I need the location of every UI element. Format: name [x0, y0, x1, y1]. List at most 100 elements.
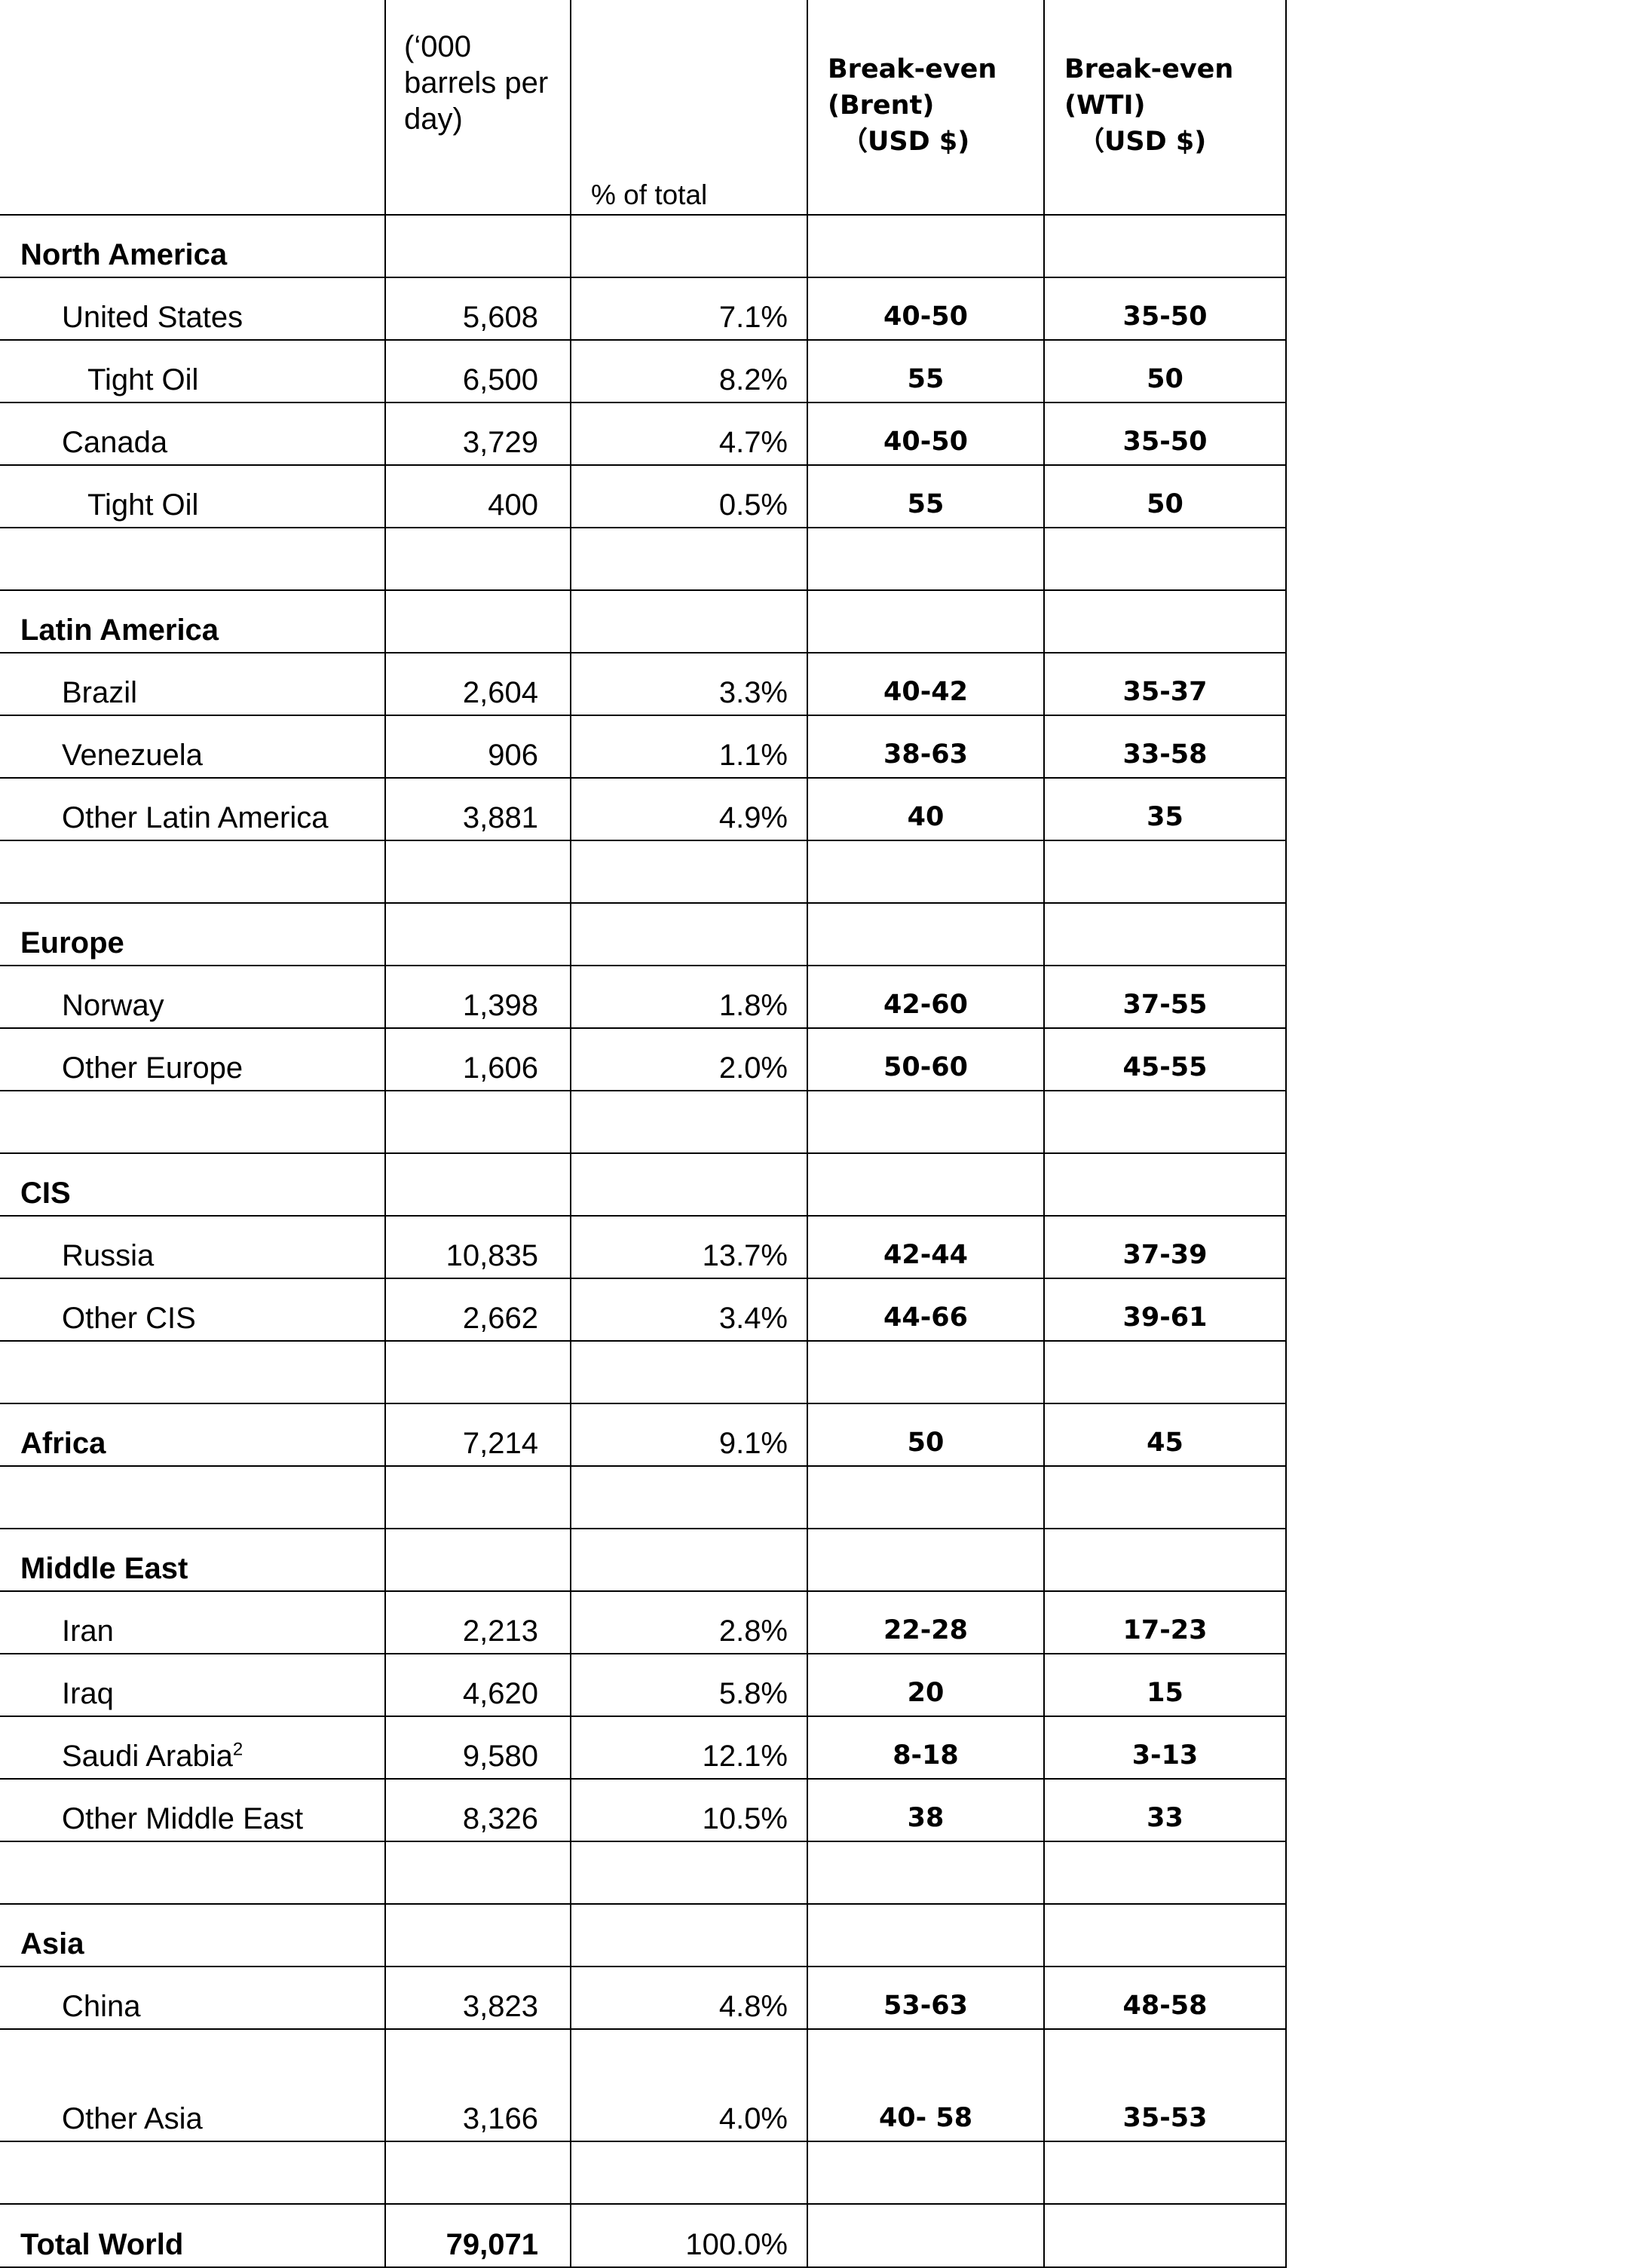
breakeven-wti-cell: 45-55 — [1043, 1027, 1287, 1091]
region-row: Latin America — [0, 589, 1287, 653]
barrels-per-day-cell — [384, 902, 571, 966]
row-name: Total World — [20, 2228, 184, 2261]
table-row: Other Europe 1,606 2.0% 50-60 45-55 — [0, 1027, 1287, 1091]
breakeven-brent-cell — [807, 902, 1045, 966]
breakeven-brent-cell — [807, 1903, 1045, 1967]
breakeven-brent-cell — [807, 1152, 1045, 1217]
breakeven-brent-cell — [807, 1841, 1045, 1905]
barrels-per-day-cell: 4,620 — [384, 1653, 571, 1717]
row-name-cell: Norway — [0, 965, 386, 1029]
row-name: Other CIS — [62, 1302, 196, 1335]
region-row: Total World 79,071 100.0% — [0, 2203, 1287, 2268]
row-name: Tight Oil — [87, 488, 199, 522]
pct-of-total-cell — [570, 527, 808, 591]
breakeven-wti-cell: 35-53 — [1043, 2028, 1287, 2142]
table-row: China 3,823 4.8% 53-63 48-58 — [0, 1966, 1287, 2030]
pct-of-total-cell — [570, 1841, 808, 1905]
pct-of-total-cell: 10.5% — [570, 1778, 808, 1842]
row-name-cell — [0, 1090, 386, 1154]
barrels-per-day-cell — [384, 1465, 571, 1529]
row-name-cell: Canada — [0, 402, 386, 466]
breakeven-wti-cell: 35-37 — [1043, 652, 1287, 716]
table-row: Canada 3,729 4.7% 40-50 35-50 — [0, 402, 1287, 466]
breakeven-brent-cell: 42-60 — [807, 965, 1045, 1029]
table-row: Tight Oil 400 0.5% 55 50 — [0, 464, 1287, 528]
barrels-per-day-cell — [384, 1528, 571, 1592]
pct-of-total-cell: 1.8% — [570, 965, 808, 1029]
pct-of-total-cell: 3.4% — [570, 1278, 808, 1342]
row-name-cell: Russia — [0, 1215, 386, 1279]
row-name: United States — [62, 301, 243, 334]
breakeven-brent-cell: 50 — [807, 1403, 1045, 1467]
row-name-cell: Other Asia — [0, 2028, 386, 2142]
row-name: Iran — [62, 1615, 114, 1648]
breakeven-wti-cell: 35 — [1043, 777, 1287, 841]
pct-of-total-cell: 5.8% — [570, 1653, 808, 1717]
breakeven-wti-cell — [1043, 2203, 1287, 2268]
breakeven-brent-cell: 38-63 — [807, 715, 1045, 779]
breakeven-brent-cell: 40-50 — [807, 277, 1045, 341]
breakeven-brent-cell: 55 — [807, 339, 1045, 403]
blank-row — [0, 1090, 1287, 1154]
row-name: China — [62, 1990, 141, 2023]
pct-of-total-cell: 2.0% — [570, 1027, 808, 1091]
pct-of-total-cell: 0.5% — [570, 464, 808, 528]
row-name-cell: Saudi Arabia2 — [0, 1716, 386, 1780]
header-empty-cell — [0, 0, 386, 216]
row-name-cell — [0, 1841, 386, 1905]
breakeven-brent-cell: 8-18 — [807, 1716, 1045, 1780]
header-pct-total: % of total — [570, 0, 808, 216]
row-name-cell: Other CIS — [0, 1278, 386, 1342]
pct-of-total-cell — [570, 589, 808, 653]
row-name-cell: Middle East — [0, 1528, 386, 1592]
table-row: Russia 10,835 13.7% 42-44 37-39 — [0, 1215, 1287, 1279]
row-name-cell: Latin America — [0, 589, 386, 653]
pct-of-total-cell — [570, 1903, 808, 1967]
breakeven-brent-cell: 40-42 — [807, 652, 1045, 716]
breakeven-wti-cell: 35-50 — [1043, 402, 1287, 466]
breakeven-wti-cell — [1043, 214, 1287, 278]
pct-of-total-cell: 3.3% — [570, 652, 808, 716]
barrels-per-day-cell: 3,881 — [384, 777, 571, 841]
blank-row — [0, 2141, 1287, 2205]
pct-of-total-cell — [570, 1528, 808, 1592]
barrels-per-day-cell: 906 — [384, 715, 571, 779]
barrels-per-day-cell — [384, 214, 571, 278]
breakeven-brent-cell: 50-60 — [807, 1027, 1045, 1091]
barrels-per-day-cell: 6,500 — [384, 339, 571, 403]
breakeven-brent-cell — [807, 527, 1045, 591]
pct-of-total-cell — [570, 1152, 808, 1217]
row-name: Canada — [62, 426, 168, 459]
pct-of-total-cell — [570, 902, 808, 966]
breakeven-wti-cell — [1043, 1340, 1287, 1404]
row-name: Latin America — [20, 614, 219, 647]
header-wti-line3: （USD $) — [1078, 127, 1207, 157]
breakeven-wti-cell — [1043, 1841, 1287, 1905]
breakeven-wti-cell — [1043, 589, 1287, 653]
breakeven-wti-cell: 3-13 — [1043, 1716, 1287, 1780]
row-name: Other Middle East — [62, 1802, 304, 1835]
breakeven-wti-cell — [1043, 527, 1287, 591]
breakeven-wti-cell — [1043, 1090, 1287, 1154]
row-name-cell: United States — [0, 277, 386, 341]
row-name: Tight Oil — [87, 363, 199, 396]
breakeven-wti-cell: 37-39 — [1043, 1215, 1287, 1279]
breakeven-brent-cell — [807, 214, 1045, 278]
table-row: United States 5,608 7.1% 40-50 35-50 — [0, 277, 1287, 341]
table-row: Saudi Arabia2 9,580 12.1% 8-18 3-13 — [0, 1716, 1287, 1780]
breakeven-wti-cell — [1043, 1465, 1287, 1529]
breakeven-wti-cell: 50 — [1043, 339, 1287, 403]
barrels-per-day-cell — [384, 840, 571, 904]
barrels-per-day-cell — [384, 2141, 571, 2205]
breakeven-wti-cell — [1043, 840, 1287, 904]
table-row: Tight Oil 6,500 8.2% 55 50 — [0, 339, 1287, 403]
blank-row — [0, 1841, 1287, 1905]
region-row: North America — [0, 214, 1287, 278]
breakeven-brent-cell: 40-50 — [807, 402, 1045, 466]
table-row: Brazil 2,604 3.3% 40-42 35-37 — [0, 652, 1287, 716]
pct-of-total-cell — [570, 1090, 808, 1154]
header-units: (‘000 barrels per day) — [384, 0, 571, 216]
breakeven-wti-cell: 15 — [1043, 1653, 1287, 1717]
row-name-cell — [0, 1340, 386, 1404]
pct-of-total-cell — [570, 1465, 808, 1529]
